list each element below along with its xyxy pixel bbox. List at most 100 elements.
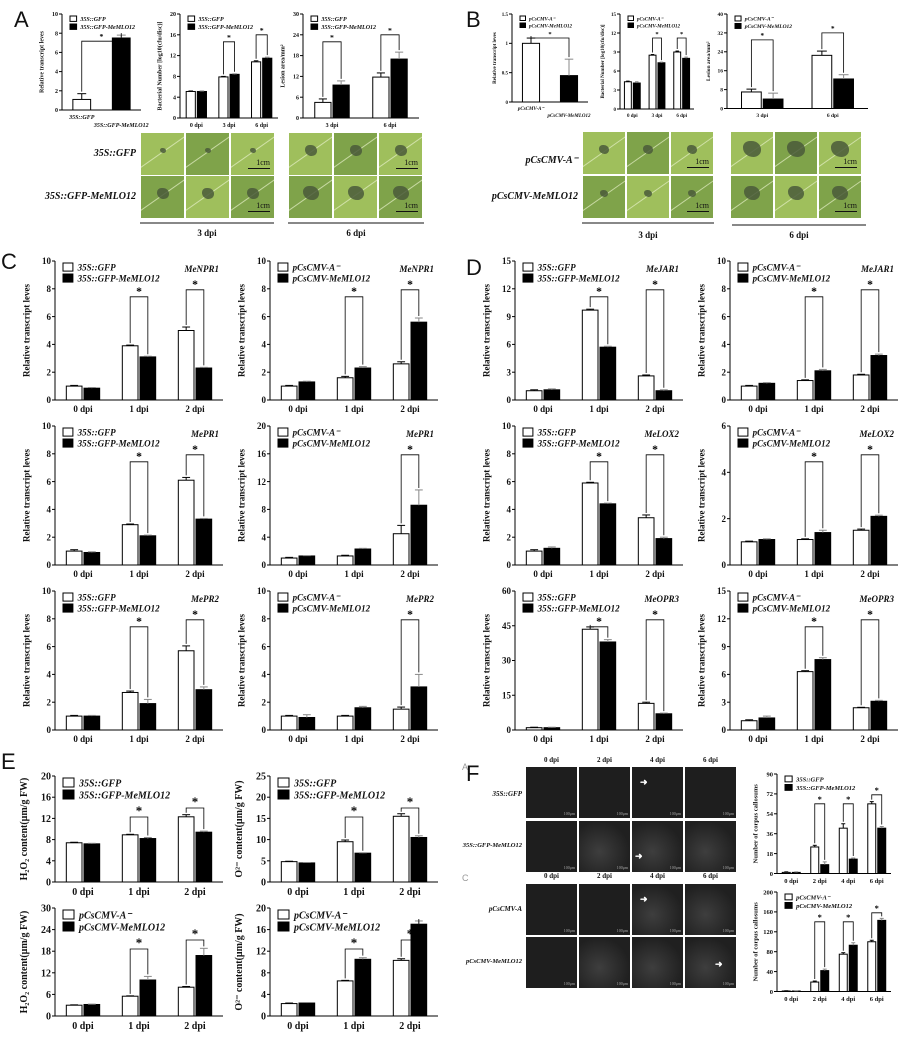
legend-label: pCsCMV-MeMLO12 [78, 923, 165, 934]
bar [195, 518, 213, 566]
x-tick-label: 0 dpi [288, 404, 308, 414]
legend-label: pCsCMV-MeMLO12 [292, 604, 371, 614]
significance-asterisk: * [831, 25, 835, 33]
x-tick-label: 2 dpi [185, 404, 205, 414]
legend-swatch [519, 15, 526, 21]
significance-bracket [255, 34, 268, 59]
x-tick-label: 2 dpi [813, 878, 827, 885]
y-axis-label: O²⁻ content(μm/g FW) [234, 913, 245, 1010]
chart-e-o2-cmv: 0 4 8 12 16 20 O²⁻ content(μm/g FW) 0 dpi 1 dpi 2… [230, 902, 442, 1032]
chart-svg: 0 18 36 54 72 90 Number of corpus callosums 0 d… [752, 771, 891, 885]
x-tick-label: 2 dpi [860, 569, 880, 579]
y-tick-label: 0 [722, 725, 727, 735]
bar [410, 321, 428, 401]
y-tick-label: 2 [722, 514, 727, 524]
y-tick-label: 0 [770, 871, 773, 878]
y-tick-label: 15 [502, 690, 512, 700]
y-tick-label: 0 [262, 395, 267, 405]
y-tick-label: 20 [170, 12, 176, 18]
legend-swatch [187, 15, 196, 22]
bar [521, 42, 541, 103]
significance-asterisk: * [192, 926, 199, 941]
y-tick-label: 0 [46, 1012, 51, 1023]
y-tick-label: 6 [262, 312, 267, 322]
leaf-photo [730, 175, 774, 219]
x-tick-label: 0 dpi [533, 569, 553, 579]
leaf-photo [333, 175, 378, 219]
chart-svg: 0 2 4 6 Relative transcript leves 0 dpi 1 dpi 2… [696, 421, 898, 579]
bar [195, 689, 213, 731]
scale-label: 1cm [404, 201, 418, 210]
photo-row-label: pCsCMV-A⁻ [525, 155, 578, 166]
legend-swatch [519, 22, 526, 28]
bar [632, 82, 641, 110]
legend-label: 35S::GFP [77, 593, 117, 603]
significance-bracket [400, 918, 420, 957]
y-tick-label: 3 [507, 367, 512, 377]
legend-label: pCsCMV-A⁻ [78, 911, 133, 922]
legend-label: pCsCMV-MeMLO12 [292, 439, 371, 449]
y-tick-label: 5 [261, 856, 266, 867]
y-axis-label: Relative transcript leves [21, 614, 31, 707]
bar [392, 959, 410, 1017]
significance-asterisk: * [867, 443, 873, 456]
y-tick-label: 2 [55, 89, 58, 95]
legend-swatch [62, 273, 74, 283]
bar [741, 91, 762, 110]
legend-label: pCsCMV-MeMLO12 [752, 274, 831, 284]
y-tick-label: 12 [170, 54, 176, 60]
micrograph: 100μm ➜ [632, 767, 683, 818]
chart-d-opr3-cmv: 0 3 6 9 12 15 Relative transcript leves 0 dpi 1 … [690, 585, 902, 745]
significance-bracket [185, 289, 205, 366]
leaf-photo [288, 132, 333, 176]
legend-label: 35S::GFP [78, 779, 122, 790]
legend-label: 35S::GFP-MeMLO12 [77, 274, 160, 284]
x-tick-label: 2 dpi [400, 569, 420, 579]
chart-e-h2o2-cmv: 0 6 12 18 24 30 H₂O₂ content(μm/g FW) 0 dpi 1 dp… [15, 902, 227, 1032]
y-tick-label: 6 [296, 95, 299, 101]
bar [251, 61, 262, 119]
y-tick-label: 40 [718, 12, 724, 18]
significance-asterisk: * [100, 32, 104, 41]
y-tick-label: 12 [502, 284, 512, 294]
significance-bracket [185, 454, 205, 517]
legend-swatch [62, 262, 74, 272]
y-tick-label: 24 [718, 50, 724, 56]
micro-scale-label: 100μm [669, 981, 681, 986]
legend-swatch [277, 262, 289, 272]
bar [262, 57, 273, 119]
legend-swatch [62, 921, 75, 932]
scale-bar [248, 168, 270, 169]
micro-column-label: 6 dpi [703, 872, 718, 880]
y-tick-label: 10 [502, 421, 512, 431]
bar [354, 852, 372, 883]
y-tick-label: 4 [173, 95, 176, 101]
bar [280, 715, 298, 731]
scale-label: 1cm [843, 201, 857, 210]
y-axis-label: Relative transcript leves [21, 284, 31, 377]
micrograph: 100μm [526, 821, 577, 872]
legend-swatch [62, 909, 75, 920]
x-tick-label: 3 dpi [326, 123, 339, 129]
significance-asterisk: * [136, 285, 142, 298]
significance-asterisk: * [330, 33, 334, 42]
gene-label: MeLOX2 [644, 429, 680, 439]
bar [599, 503, 617, 566]
bar [581, 628, 599, 731]
legend-label: 35S::GFP [293, 779, 337, 790]
x-tick-label: 35S::GFP [68, 115, 95, 121]
y-tick-label: 10 [257, 586, 267, 596]
legend-swatch [277, 427, 289, 437]
y-tick-label: 10 [52, 12, 58, 18]
chart-e-h2o2-gfp: 0 4 8 12 16 20 H₂O₂ content(μm/g FW) 0 dpi 1 dpi… [15, 770, 227, 898]
photo-row-label: 35S::GFP [93, 148, 136, 159]
x-tick-label: pCsCMV-A⁻ [517, 107, 546, 112]
micrograph: 100μm [632, 937, 683, 988]
chart-f-callose-cmv: 0 40 80 120 160 200 Number of corpus callosums… [745, 886, 895, 1004]
y-tick-label: 0 [507, 725, 512, 735]
x-tick-label: 0 dpi [73, 569, 93, 579]
micro-column-label: 0 dpi [544, 756, 559, 764]
x-tick-label: 1 dpi [128, 887, 150, 898]
chart-svg: 0 3 6 9 12 15 Relative transcript leves 0 dpi 1 … [481, 256, 683, 414]
x-tick-label: 2 dpi [860, 734, 880, 744]
